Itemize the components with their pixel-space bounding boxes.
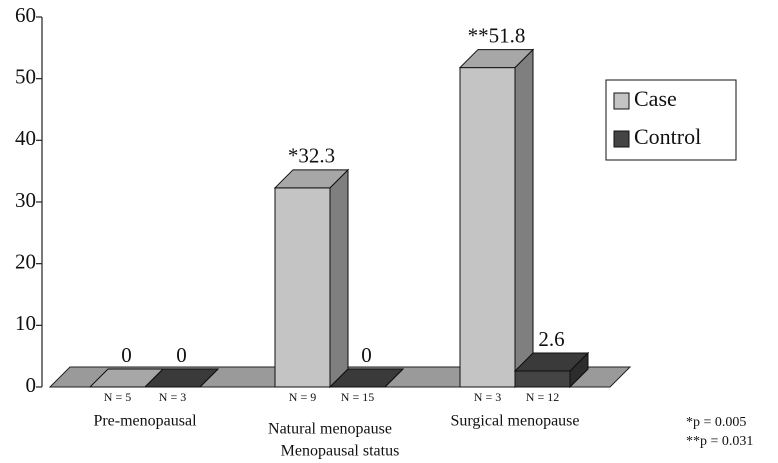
footnote: *p = 0.005 <box>686 415 746 430</box>
bar-top <box>273 169 350 189</box>
bar-side <box>514 48 534 389</box>
n-label: N = 9 <box>289 390 316 404</box>
data-label: 0 <box>121 343 132 367</box>
x-tick-label: Natural menopause <box>268 421 392 438</box>
n-label: N = 15 <box>341 390 374 404</box>
n-label: N = 3 <box>474 390 501 404</box>
bar <box>274 187 331 388</box>
data-label: **51.8 <box>468 23 526 47</box>
bar <box>514 370 571 388</box>
bar-top <box>143 368 220 388</box>
y-tick-label: 30 <box>15 188 36 212</box>
y-tick-label: 60 <box>15 3 36 27</box>
footnote: **p = 0.031 <box>686 434 753 449</box>
legend-label: Case <box>634 86 677 111</box>
bar <box>459 67 516 388</box>
n-label: N = 5 <box>104 390 131 404</box>
legend-swatch <box>613 92 630 110</box>
legend-label: Control <box>634 124 701 149</box>
data-label: 0 <box>176 343 187 367</box>
x-tick-label: Surgical menopause <box>450 413 579 430</box>
data-label: *32.3 <box>288 144 335 168</box>
bar-top <box>458 49 535 69</box>
n-label: N = 12 <box>526 390 559 404</box>
y-tick-label: 20 <box>15 249 36 273</box>
legend-swatch <box>613 130 630 148</box>
data-label: 2.6 <box>538 327 564 351</box>
n-label: N = 3 <box>159 390 186 404</box>
x-tick-label: Pre-menopausal <box>93 413 197 430</box>
y-tick-label: 10 <box>15 311 36 335</box>
y-tick-label: 40 <box>15 126 36 150</box>
bar-side <box>329 168 349 389</box>
x-axis-label: Menopausal status <box>281 443 400 460</box>
data-label: 0 <box>361 343 372 367</box>
y-tick-label: 50 <box>15 64 36 88</box>
bar-top <box>513 352 590 372</box>
y-tick-label: 0 <box>26 373 37 397</box>
bar-top <box>328 368 405 388</box>
